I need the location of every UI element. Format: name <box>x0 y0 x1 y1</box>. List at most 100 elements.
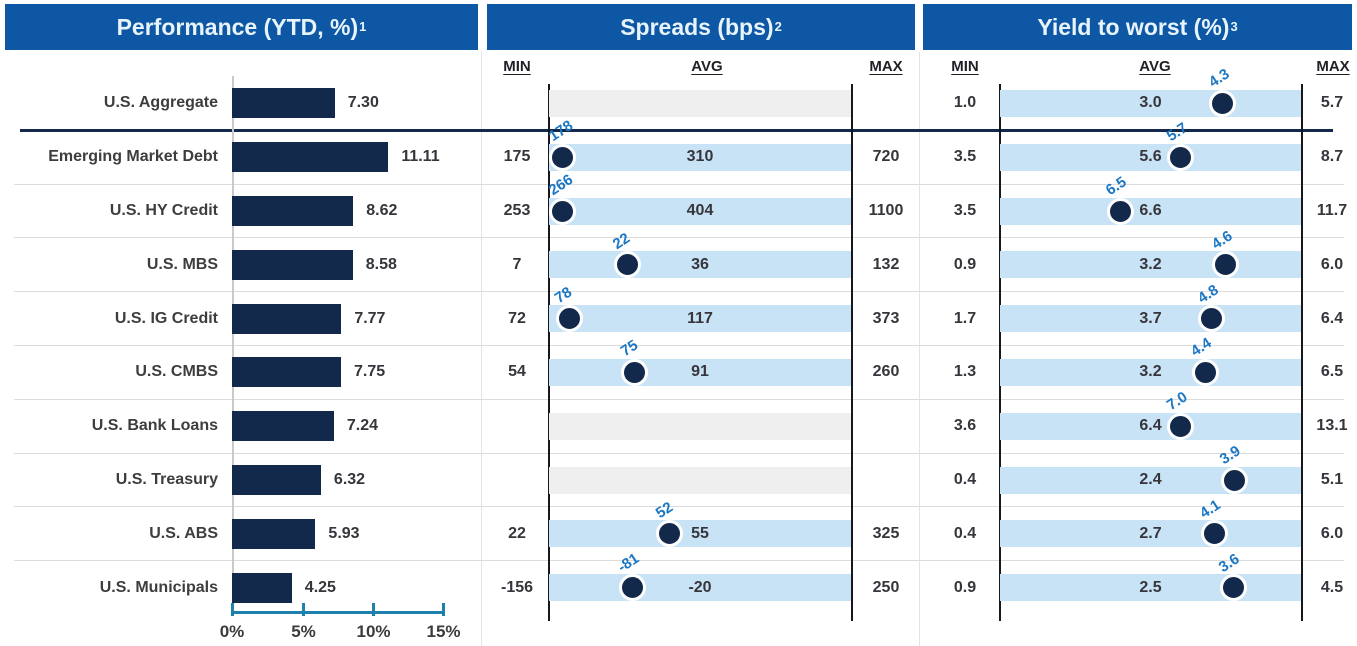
spread-current-dot <box>549 143 577 171</box>
spread-avg-value: 117 <box>687 309 713 327</box>
performance-bar <box>232 572 292 603</box>
ytw-current-dot <box>1167 412 1195 440</box>
row-label: U.S. Treasury <box>115 470 218 488</box>
spreads-avg-column-header: AVG <box>691 58 723 75</box>
ytw-min-value: 0.4 <box>953 471 977 488</box>
performance-axis-tick <box>442 603 445 616</box>
performance-axis-tick <box>302 603 305 616</box>
spread-min-value: 7 <box>512 255 522 273</box>
ytw-range-bar <box>1000 520 1301 548</box>
row-label: U.S. Bank Loans <box>91 417 218 435</box>
spread-range-bar <box>549 305 851 333</box>
spread-current-dot <box>555 305 583 333</box>
performance-axis-tick <box>230 603 234 616</box>
performance-bar <box>232 88 335 119</box>
ytw-avg-value: 6.4 <box>1139 417 1162 435</box>
ytw-current-label: 6.5 <box>1103 173 1130 199</box>
spread-current-label: 75 <box>617 337 641 361</box>
spread-range-bar <box>549 520 851 548</box>
performance-value: 8.62 <box>366 202 398 219</box>
ytw-range-bar <box>1000 574 1301 602</box>
ytw-max-column-header: MAX <box>1316 58 1350 75</box>
ytw-avg-value: 6.6 <box>1139 202 1162 219</box>
spread-current-label: 22 <box>609 229 634 253</box>
row-label: U.S. HY Credit <box>109 201 218 219</box>
ytw-current-dot <box>1167 143 1195 171</box>
ytw-current-label: 4.8 <box>1194 280 1222 307</box>
ytw-range-bar <box>1000 358 1301 386</box>
spread-avg-value: 310 <box>686 148 714 166</box>
spread-min-value: 22 <box>508 524 526 542</box>
ytw-current-label: 4.6 <box>1208 227 1236 253</box>
ytw-current-dot <box>1198 305 1226 333</box>
spread-max-value: 373 <box>872 309 900 327</box>
ytw-min-value: 1.0 <box>953 94 977 112</box>
spread-range-bar <box>549 197 851 225</box>
performance-value: 7.24 <box>346 417 378 435</box>
ytw-current-label: 4.1 <box>1197 496 1224 522</box>
benchmark-separator-line <box>20 128 1333 132</box>
spread-range-bar-empty <box>549 466 851 494</box>
ytw-current-dot <box>1220 466 1248 494</box>
spread-max-value: 250 <box>872 578 900 596</box>
spread-current-dot <box>613 251 641 279</box>
row-separator <box>14 237 1344 239</box>
ytw-range-bar <box>1000 251 1301 279</box>
ytw-left-line <box>998 84 1001 621</box>
spread-min-value: 175 <box>503 148 531 166</box>
performance-axis-tick-label: 10% <box>356 622 391 641</box>
performance-axis-line <box>232 611 445 614</box>
performance-baseline <box>232 76 234 612</box>
row-separator <box>14 345 1344 346</box>
ytw-min-value: 0.4 <box>953 524 977 542</box>
panel-divider-left <box>481 52 482 646</box>
spread-range-bar <box>549 358 851 386</box>
ytw-current-label: 4.3 <box>1205 65 1233 92</box>
spread-current-label: 78 <box>551 283 576 307</box>
spread-avg-value: 36 <box>691 255 709 273</box>
spreads-left-line <box>547 84 550 621</box>
spread-min-value: 253 <box>503 202 531 219</box>
spread-current-dot <box>549 197 577 225</box>
spread-current-label: 52 <box>652 498 676 522</box>
ytw-avg-value: 3.7 <box>1139 309 1162 327</box>
performance-bar <box>232 142 389 173</box>
ytw-min-value: 3.6 <box>953 417 977 435</box>
ytw-panel-title: Yield to worst (%) <box>1037 13 1230 40</box>
spread-avg-value: 404 <box>686 202 714 219</box>
row-separator <box>14 291 1344 293</box>
spread-avg-value: 55 <box>691 524 709 542</box>
performance-panel-header: Performance (YTD, %) 1 <box>5 4 478 50</box>
ytw-range-bar <box>1000 143 1301 171</box>
ytw-current-label: 7.0 <box>1163 388 1191 415</box>
spread-current-label: 178 <box>545 117 576 146</box>
spread-current-dot <box>618 574 646 602</box>
row-label: U.S. Municipals <box>99 578 218 596</box>
row-label: U.S. Aggregate <box>103 94 218 112</box>
performance-bar <box>232 518 316 549</box>
spread-avg-value: -20 <box>688 578 712 596</box>
ytw-max-value: 13.1 <box>1316 417 1348 435</box>
spread-min-value: 54 <box>508 363 526 381</box>
spreads-max-column-header: MAX <box>869 58 903 75</box>
performance-footnote-marker: 1 <box>359 18 367 34</box>
ytw-min-value: 0.9 <box>953 255 977 273</box>
performance-bar <box>232 411 334 442</box>
ytw-footnote-marker: 3 <box>1230 18 1238 34</box>
spread-max-value: 132 <box>872 255 900 273</box>
spread-range-bar-empty <box>549 412 851 440</box>
spread-min-value: -156 <box>500 578 534 596</box>
spread-range-bar <box>549 574 851 602</box>
spread-avg-value: 91 <box>691 363 709 381</box>
row-separator <box>14 452 1344 454</box>
ytw-current-label: 3.6 <box>1216 549 1243 576</box>
ytw-avg-value: 2.7 <box>1139 524 1162 542</box>
performance-value: 11.11 <box>401 148 440 166</box>
ytw-current-label: 3.9 <box>1216 442 1244 468</box>
ytw-max-value: 11.7 <box>1316 202 1348 219</box>
spread-max-value: 325 <box>872 524 900 542</box>
performance-bar <box>232 357 342 388</box>
performance-bar <box>232 303 342 334</box>
ytw-avg-value: 2.4 <box>1139 471 1162 488</box>
